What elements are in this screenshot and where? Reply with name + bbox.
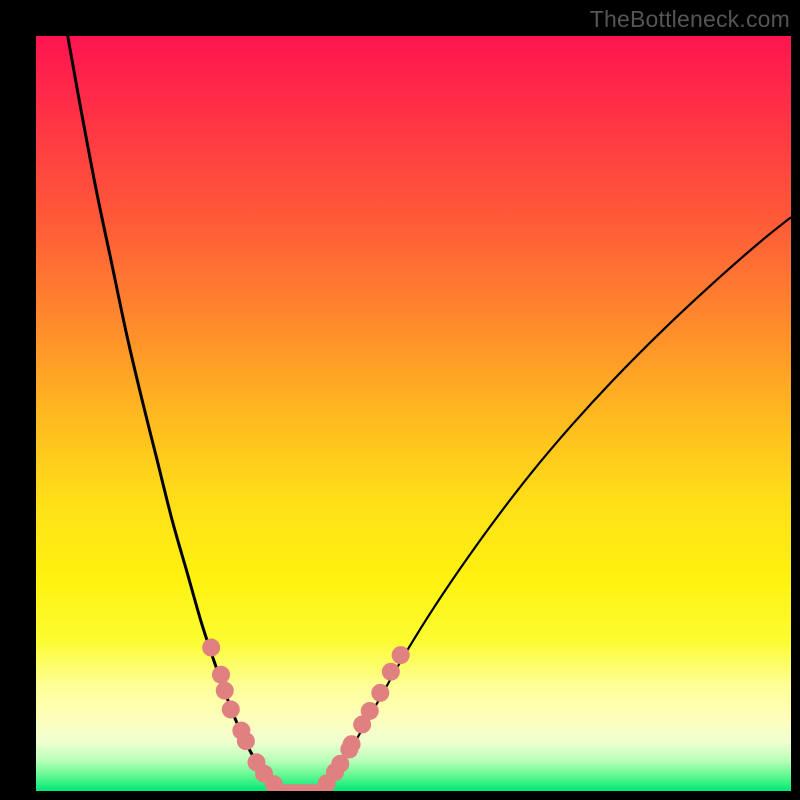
- curves-layer: [36, 36, 791, 791]
- marker-dot: [361, 702, 379, 720]
- marker-dot: [392, 646, 410, 664]
- marker-dot: [343, 735, 361, 753]
- marker-dot: [237, 732, 255, 750]
- marker-dot: [382, 663, 400, 681]
- marker-dot: [222, 700, 240, 718]
- marker-dot: [212, 666, 230, 684]
- markers-right: [318, 646, 410, 791]
- curve-left: [68, 36, 282, 789]
- plot-area: [36, 36, 791, 791]
- chart-frame: TheBottleneck.com: [0, 0, 800, 800]
- watermark-label: TheBottleneck.com: [590, 6, 790, 33]
- curve-right: [320, 217, 791, 789]
- marker-dot: [202, 639, 220, 657]
- marker-dot: [216, 682, 234, 700]
- marker-dot: [371, 684, 389, 702]
